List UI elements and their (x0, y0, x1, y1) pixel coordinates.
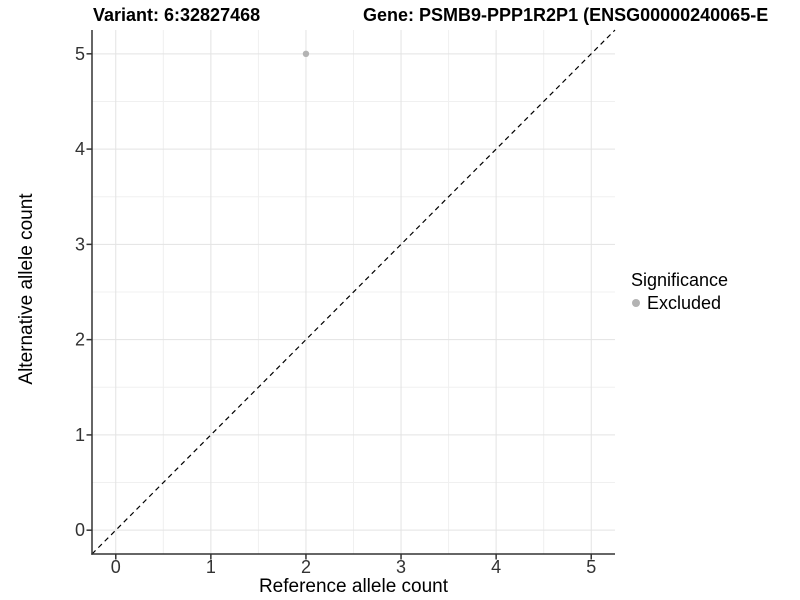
y-tick-label: 4 (75, 139, 85, 159)
y-tick-label: 2 (75, 330, 85, 350)
y-tick-label: 5 (75, 44, 85, 64)
identity-line (91, 29, 616, 555)
data-point (302, 50, 310, 58)
legend-entry-label: Excluded (647, 293, 722, 313)
plot-title-gene: Gene: PSMB9-PPP1R2P1 (ENSG00000240065-E (363, 5, 769, 25)
y-tick-label: 3 (75, 234, 85, 254)
y-tick-label: 1 (75, 425, 85, 445)
x-axis-title: Reference allele count (258, 576, 449, 597)
legend-marker-circle-icon (632, 299, 640, 307)
legend: Significance Excluded (631, 270, 728, 313)
y-axis-title: Alternative allele count (16, 193, 37, 385)
legend-title: Significance (631, 270, 729, 290)
x-tick-label: 0 (111, 557, 121, 577)
legend-entry: Excluded (631, 293, 728, 313)
y-tick-label: 0 (75, 520, 85, 540)
x-tick-label: 1 (206, 557, 216, 577)
x-tick-label: 3 (396, 557, 406, 577)
plot-title-variant: Variant: 6:32827468 (93, 5, 261, 25)
x-tick-label: 2 (301, 557, 311, 577)
x-tick-label: 4 (491, 557, 501, 577)
x-tick-label: 5 (586, 557, 596, 577)
legend-entries: Excluded (631, 293, 728, 313)
